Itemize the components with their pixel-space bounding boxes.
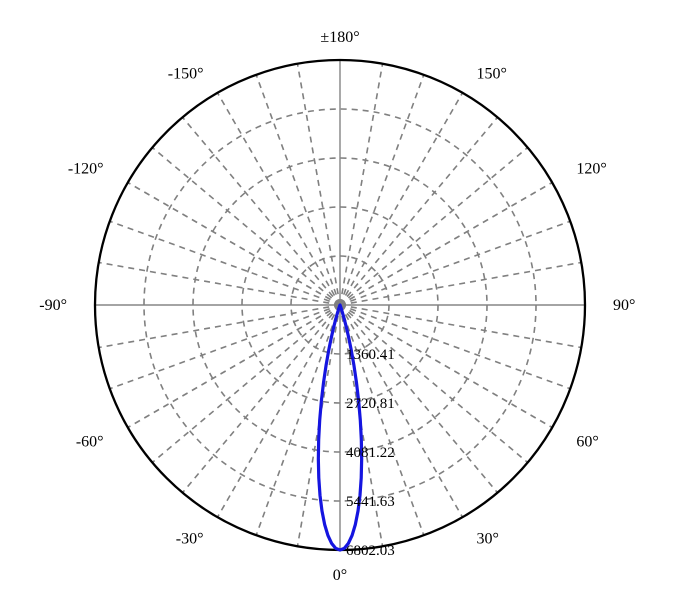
angle-label: 0° bbox=[333, 567, 347, 584]
radial-label: 2720.81 bbox=[346, 396, 395, 412]
polar-chart: 1360.41 2720.81 4081.22 5441.63 6802.03 0° 30°… bbox=[0, 0, 693, 611]
angle-label: -120° bbox=[68, 161, 104, 178]
radial-label: 6802.03 bbox=[346, 543, 395, 559]
radial-label: 4081.22 bbox=[346, 445, 395, 461]
radial-label: 1360.41 bbox=[346, 347, 395, 363]
angle-label: 60° bbox=[576, 434, 598, 451]
angle-label: 150° bbox=[477, 66, 507, 83]
angle-label: -60° bbox=[76, 434, 104, 451]
angle-label: -30° bbox=[176, 530, 204, 547]
angle-label: -90° bbox=[39, 297, 67, 314]
angle-label: ±180° bbox=[320, 29, 359, 46]
radial-label: 5441.63 bbox=[346, 494, 395, 510]
angle-label: 120° bbox=[576, 161, 606, 178]
angle-label: 90° bbox=[613, 297, 635, 314]
angle-label: -150° bbox=[168, 66, 204, 83]
angle-label: 30° bbox=[477, 530, 499, 547]
